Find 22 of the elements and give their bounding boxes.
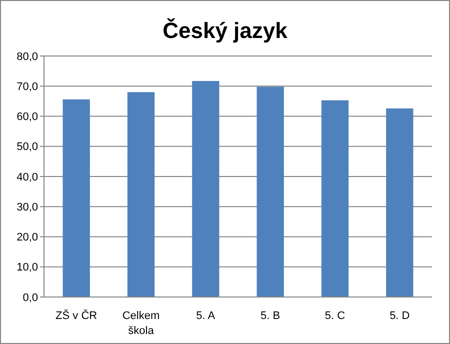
chart-title: Český jazyk bbox=[162, 18, 288, 43]
bar bbox=[127, 92, 155, 297]
y-tick-label: 80,0 bbox=[16, 50, 38, 63]
x-tick-label: ZŠ v ČR bbox=[56, 309, 98, 322]
y-tick-label: 30,0 bbox=[16, 201, 38, 214]
y-tick-label: 0,0 bbox=[22, 292, 38, 304]
y-tick-label: 70,0 bbox=[16, 80, 38, 93]
bar bbox=[62, 99, 90, 297]
x-tick-label: 5. D bbox=[390, 310, 410, 322]
x-tick-label: 5. C bbox=[324, 310, 346, 322]
y-tick-label: 10,0 bbox=[16, 262, 38, 274]
y-tick-label: 60,0 bbox=[16, 111, 38, 124]
x-tick-label: Celkem škola bbox=[122, 310, 160, 337]
x-tick-label: 5. A bbox=[196, 310, 216, 322]
bar bbox=[192, 81, 220, 297]
bar bbox=[386, 108, 414, 297]
y-tick-label: 50,0 bbox=[16, 141, 38, 154]
bar bbox=[256, 86, 284, 297]
x-tick-label: 5. B bbox=[260, 310, 280, 322]
y-tick-label: 20,0 bbox=[16, 232, 38, 244]
y-tick-label: 40,0 bbox=[16, 171, 38, 184]
bar bbox=[321, 100, 349, 297]
